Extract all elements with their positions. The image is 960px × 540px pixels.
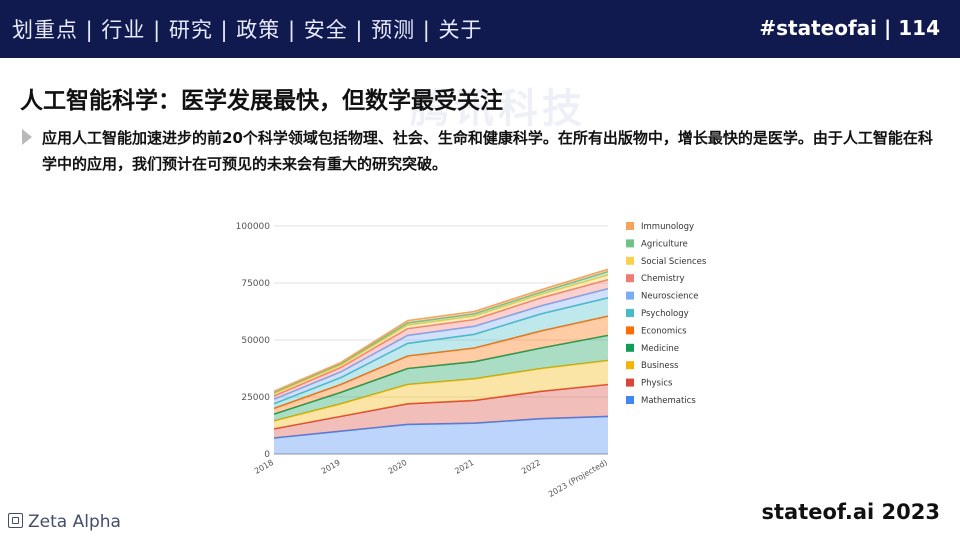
area-chemistry xyxy=(274,279,608,400)
legend-swatch xyxy=(626,274,634,283)
area-economics xyxy=(274,316,608,415)
x-tick-label: 2022 xyxy=(520,458,542,476)
y-tick-label: 75000 xyxy=(241,279,270,289)
area-psychology xyxy=(274,297,608,409)
area-medicine xyxy=(274,335,608,421)
y-tick-label: 0 xyxy=(264,450,270,460)
legend-label-economics: Economics xyxy=(641,326,687,336)
legend-swatch xyxy=(626,239,634,248)
line-medicine xyxy=(273,334,609,415)
x-tick-label: 2019 xyxy=(320,458,342,476)
brand-logo: Zeta Alpha xyxy=(8,512,121,532)
legend-label-mathematics: Mathematics xyxy=(641,396,696,406)
legend-swatch xyxy=(626,343,634,352)
watermark: 腾讯科技 xyxy=(410,86,586,132)
legend-label-agriculture: Agriculture xyxy=(641,239,688,249)
legend-label-chemistry: Chemistry xyxy=(641,274,684,284)
legend-swatch xyxy=(626,256,634,265)
x-tick-label: 2018 xyxy=(253,458,275,476)
x-tick-label: 2021 xyxy=(453,458,475,476)
legend-swatch xyxy=(626,326,634,335)
brand-name: Zeta Alpha xyxy=(28,512,121,532)
area-physics xyxy=(274,384,608,438)
header-bar: 划重点 | 行业 | 研究 | 政策 | 安全 | 预测 | 关于 #state… xyxy=(0,0,960,58)
legend-swatch xyxy=(626,291,634,300)
line-neuroscience xyxy=(273,287,609,401)
y-tick-label: 100000 xyxy=(236,222,271,232)
area-social-sciences xyxy=(274,275,608,396)
area-agriculture xyxy=(274,271,608,394)
area-neuroscience xyxy=(274,288,608,404)
zeta-alpha-logo-icon xyxy=(8,513,23,528)
line-business xyxy=(273,359,609,422)
legend-label-medicine: Medicine xyxy=(641,344,679,354)
area-immunology xyxy=(274,269,608,393)
legend-label-neuroscience: Neuroscience xyxy=(641,292,698,302)
footer-site: stateof.ai 2023 xyxy=(761,500,940,524)
legend-swatch xyxy=(626,222,634,230)
legend-label-physics: Physics xyxy=(641,379,673,389)
line-chemistry xyxy=(273,278,609,397)
area-business xyxy=(274,360,608,429)
legend-swatch xyxy=(626,361,634,370)
legend-label-immunology: Immunology xyxy=(641,222,694,232)
line-agriculture xyxy=(273,270,609,394)
bullet-text: 应用人工智能加速进步的前20个科学领域包括物理、社会、生命和健康科学。在所有出版… xyxy=(42,129,933,173)
legend-label-psychology: Psychology xyxy=(641,309,689,319)
area-mathematics xyxy=(274,416,608,454)
legend-swatch xyxy=(626,378,634,387)
legend-swatch xyxy=(626,309,634,317)
line-psychology xyxy=(273,297,609,405)
y-tick-label: 25000 xyxy=(241,393,270,403)
line-social-sciences xyxy=(273,274,609,395)
section-nav[interactable]: 划重点 | 行业 | 研究 | 政策 | 安全 | 预测 | 关于 xyxy=(12,18,483,42)
legend-swatch xyxy=(626,396,634,404)
slide-tag: #stateofai | 114 xyxy=(759,16,940,40)
y-tick-label: 50000 xyxy=(241,336,270,346)
legend-label-social-sciences: Social Sciences xyxy=(641,257,707,267)
line-immunology xyxy=(273,268,609,393)
stacked-area-chart: 0 25000 50000 75000 100000 2018 2019 2020 2021 20… xyxy=(236,222,707,498)
line-mathematics xyxy=(273,415,609,439)
slide-title: 人工智能科学：医学发展最快，但数学最受关注 xyxy=(20,88,503,114)
line-physics xyxy=(273,383,609,430)
bullet-arrow-icon xyxy=(22,129,32,145)
x-tick-label: 2023 (Projected) xyxy=(547,458,609,498)
line-economics xyxy=(273,315,609,410)
x-tick-label: 2020 xyxy=(386,458,408,476)
legend-label-business: Business xyxy=(641,361,679,371)
